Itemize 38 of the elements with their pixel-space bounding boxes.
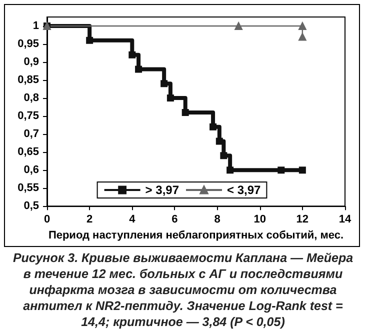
point: [278, 166, 285, 174]
y-tick-label: 0,9: [24, 56, 39, 68]
y-tick-label: 0,8: [24, 92, 39, 104]
y-tick-label: 0,7: [24, 128, 39, 140]
y-tick-label: 0,65: [18, 146, 39, 158]
y-tick-label: 1: [32, 20, 39, 32]
point: [166, 94, 174, 102]
point: [226, 166, 234, 174]
y-tick-label: 0,85: [18, 74, 39, 86]
point: [220, 152, 228, 160]
x-tick-label: 14: [338, 214, 352, 226]
x-tick-label: 6: [172, 214, 178, 226]
point: [298, 166, 306, 174]
legend-label: > 3,97: [145, 183, 180, 197]
x-axis-title: Период наступления неблагоприятных событий, мес.: [48, 230, 344, 242]
y-tick-label: 0,5: [24, 200, 39, 212]
point: [160, 80, 168, 88]
y-tick-label: 0,75: [18, 110, 39, 122]
point: [234, 22, 243, 30]
point: [135, 66, 142, 73]
x-tick-label: 4: [129, 214, 136, 226]
x-tick-label: 12: [296, 214, 309, 226]
x-tick-label: 2: [86, 214, 93, 226]
text: Рисунок 3. Кривые выживаемости Каплана — Мейера в течение 12 мес. больных с АГ и последствиями инфаркта мозга в зависимости от количества антител к NR2-пептиду. Значение Log-Rank test = 14,4; критичное — 3,84 (P < 0,05): [12, 250, 354, 330]
point: [128, 51, 136, 58]
y-tick-label: 0,6: [24, 164, 39, 176]
point: [216, 138, 223, 145]
point: [298, 22, 306, 30]
x-tick-label: 10: [254, 214, 266, 226]
point: [298, 32, 306, 41]
point: [210, 123, 217, 130]
y-tick-label: 0,55: [18, 182, 39, 194]
legend-label: < 3,97: [227, 183, 262, 197]
point: [182, 108, 189, 116]
point: [86, 36, 94, 44]
y-tick-label: 0,95: [18, 38, 39, 50]
x-tick-label: 8: [214, 214, 220, 226]
x-tick-label: 0: [44, 214, 50, 226]
